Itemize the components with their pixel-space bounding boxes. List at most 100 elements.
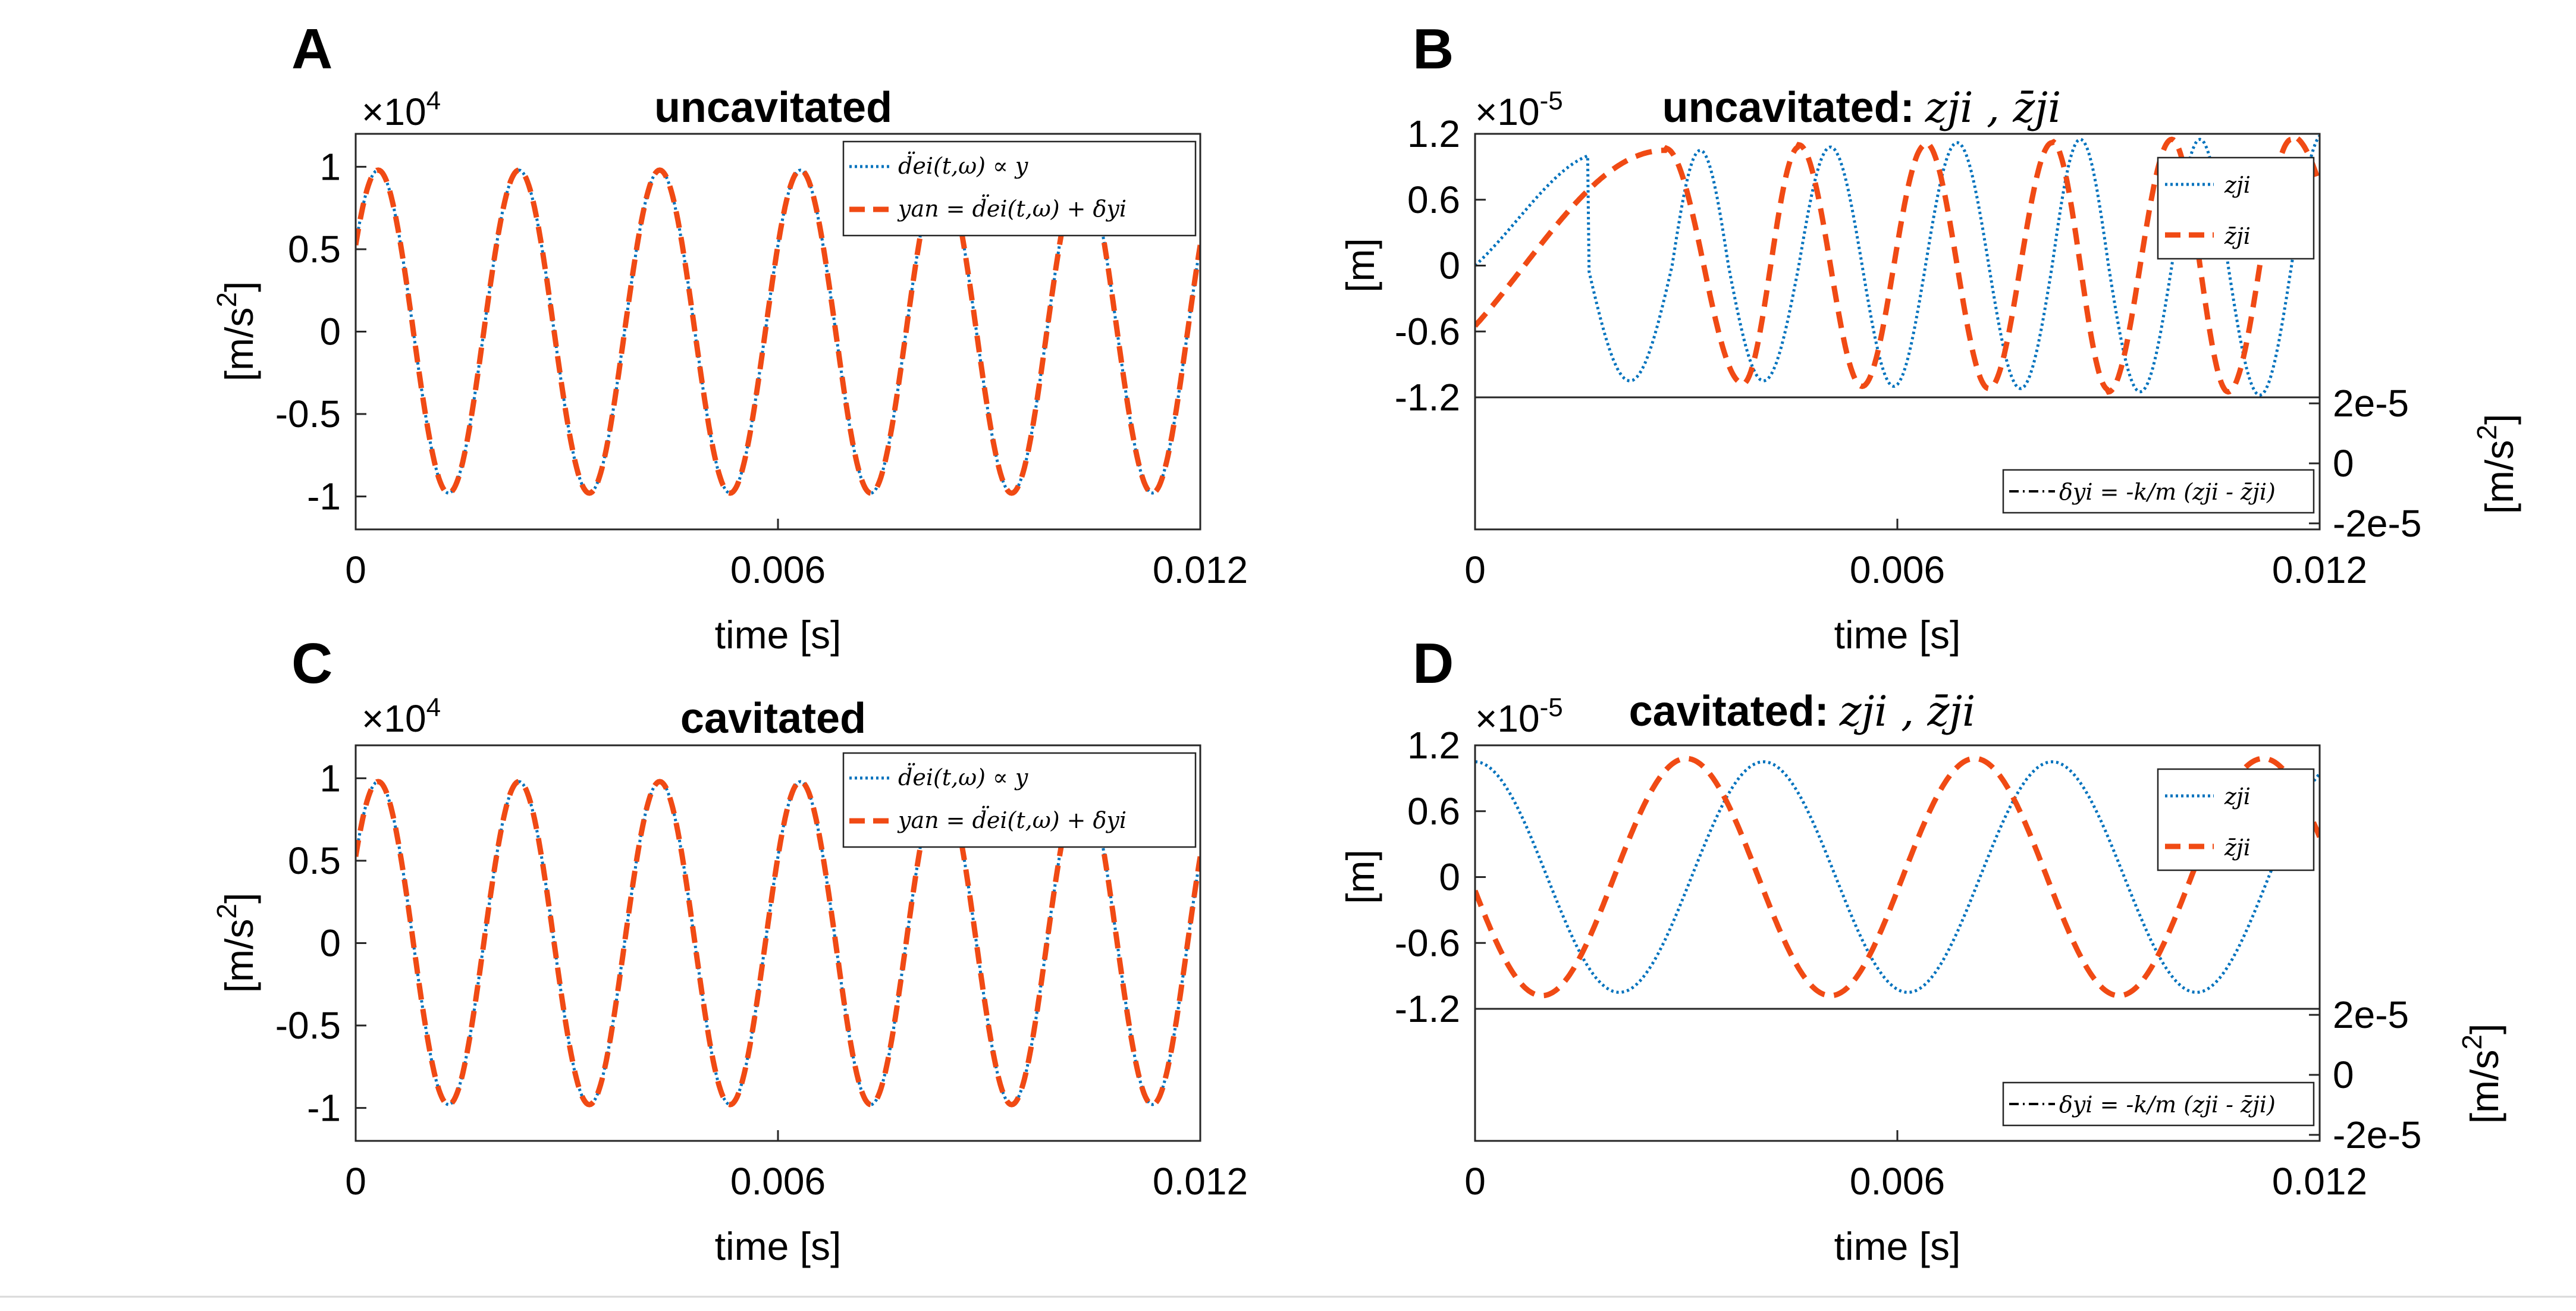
panel-title: cavitated: zji , z̄ji bbox=[1629, 687, 1976, 736]
y-axis-label: [m/s2] bbox=[211, 893, 261, 993]
y-right-tick-label: 2e-5 bbox=[2333, 382, 2409, 425]
legend-box bbox=[2157, 156, 2315, 260]
x-tick-label: 0 bbox=[1464, 1160, 1486, 1203]
y-tick-label: 1 bbox=[319, 757, 341, 799]
series-line-dashed bbox=[1475, 755, 2320, 999]
y-tick-label: 0 bbox=[1439, 244, 1460, 287]
legend: zji z̄ji δyi = -k/m (zji - z̄ji) bbox=[2002, 768, 2315, 1127]
y-axis-label: [m/s2] bbox=[211, 281, 261, 382]
y-axis-label: [m] bbox=[1338, 238, 1382, 293]
legend-label: z̄ji bbox=[2224, 835, 2251, 861]
x-tick-label: 0.006 bbox=[730, 548, 826, 591]
plot-area-d bbox=[1475, 755, 2320, 999]
x-tick-label: 0.012 bbox=[2272, 548, 2367, 591]
x-axis-ticks: 0 0.006 0.012 bbox=[1464, 519, 2367, 591]
series-line-dashed bbox=[1475, 134, 2320, 395]
legend-label: yan = d̈ei(t,ω) + δyi bbox=[897, 806, 1127, 833]
y-tick-label: 0 bbox=[319, 310, 341, 353]
panel-letter-b: B bbox=[1413, 17, 1454, 81]
y-tick-label: 0 bbox=[1439, 856, 1460, 899]
y-tick-label: 0.6 bbox=[1407, 790, 1460, 833]
x-tick-label: 0 bbox=[1464, 548, 1486, 591]
legend: d̈ei(t,ω) ∝ y yan = d̈ei(t,ω) + δyi bbox=[842, 752, 1197, 848]
y-tick-label: -1 bbox=[307, 1087, 341, 1130]
series-line-dotted bbox=[1475, 760, 2320, 994]
panel-title: uncavitated: zji , z̄ji bbox=[1662, 83, 2062, 132]
panel-letter-d: D bbox=[1413, 632, 1454, 695]
x-tick-label: 0 bbox=[345, 1160, 366, 1203]
legend-label: z̄ji bbox=[2224, 223, 2251, 249]
x-tick-label: 0.006 bbox=[1850, 548, 1945, 591]
y-multiplier: ×10-5 bbox=[1475, 86, 1563, 133]
x-tick-label: 0.012 bbox=[1153, 1160, 1248, 1203]
y-tick-label: 0.5 bbox=[288, 839, 341, 882]
y-tick-label: -0.5 bbox=[275, 393, 341, 435]
x-tick-label: 0 bbox=[345, 548, 366, 591]
legend-label: zji bbox=[2224, 172, 2251, 198]
x-axis-ticks: 0 0.006 0.012 bbox=[345, 519, 1248, 591]
x-tick-label: 0.006 bbox=[730, 1160, 826, 1203]
plot-area-b bbox=[1475, 134, 2320, 397]
x-axis-label: time [s] bbox=[715, 1224, 842, 1268]
legend: d̈ei(t,ω) ∝ y yan = d̈ei(t,ω) + δyi bbox=[842, 140, 1197, 237]
y-axis-ticks: 1 0.5 0 -0.5 -1 bbox=[275, 145, 366, 518]
y-axis-right-label: [m/s2] bbox=[2471, 414, 2521, 515]
x-tick-label: 0.012 bbox=[2272, 1160, 2367, 1203]
y-tick-label: -0.6 bbox=[1395, 310, 1460, 353]
legend-label: d̈ei(t,ω) ∝ y bbox=[898, 763, 1028, 791]
x-axis-label: time [s] bbox=[1834, 1224, 1961, 1268]
legend-box bbox=[842, 140, 1197, 237]
legend-label: d̈ei(t,ω) ∝ y bbox=[898, 152, 1028, 179]
legend: zji z̄ji δyi = -k/m (zji - z̄ji) bbox=[2002, 156, 2315, 514]
series-line-dashed bbox=[356, 779, 1200, 1108]
x-tick-label: 0.012 bbox=[1153, 548, 1248, 591]
y-multiplier: ×104 bbox=[362, 86, 441, 133]
y-tick-label: -1 bbox=[307, 475, 341, 518]
y-right-tick-label: 0 bbox=[2333, 1053, 2354, 1096]
legend-label: δyi = -k/m (zji - z̄ji) bbox=[2059, 479, 2276, 505]
y-tick-label: 0.6 bbox=[1407, 178, 1460, 221]
y-tick-label: 1.2 bbox=[1407, 724, 1460, 767]
y-multiplier: ×10-5 bbox=[1475, 693, 1563, 740]
y-tick-label: -1.2 bbox=[1395, 376, 1460, 419]
panel-a: A uncavitated ×104 1 0.5 0 -0.5 -1 0 0.006 0.0… bbox=[211, 17, 1248, 657]
y-axis-right-ticks: 2e-5 0 -2e-5 bbox=[2309, 382, 2421, 545]
y-right-tick-label: -2e-5 bbox=[2333, 1114, 2421, 1156]
y-tick-label: 0 bbox=[319, 922, 341, 965]
plot-area-c bbox=[356, 779, 1200, 1108]
y-axis-right-label: [m/s2] bbox=[2456, 1024, 2506, 1124]
y-axis-ticks: 1 0.5 0 -0.5 -1 bbox=[275, 757, 366, 1130]
x-axis-ticks: 0 0.006 0.012 bbox=[345, 1130, 1248, 1203]
y-multiplier: ×104 bbox=[362, 693, 441, 740]
plot-area-a bbox=[356, 167, 1200, 496]
panel-letter-a: A bbox=[291, 17, 332, 81]
y-axis-ticks: 1.2 0.6 0 -0.6 -1.2 bbox=[1395, 724, 1486, 1030]
x-axis-label: time [s] bbox=[715, 613, 842, 657]
y-tick-label: -1.2 bbox=[1395, 987, 1460, 1030]
y-tick-label: 1 bbox=[319, 145, 341, 188]
y-right-tick-label: -2e-5 bbox=[2333, 502, 2421, 545]
panel-title: uncavitated bbox=[654, 84, 892, 131]
x-axis-label: time [s] bbox=[1834, 613, 1961, 657]
series-line-dashed bbox=[356, 167, 1200, 496]
y-tick-label: 1.2 bbox=[1407, 112, 1460, 155]
x-axis-ticks: 0 0.006 0.012 bbox=[1464, 1130, 2367, 1203]
legend-label: yan = d̈ei(t,ω) + δyi bbox=[897, 195, 1127, 222]
legend-box bbox=[842, 752, 1197, 848]
y-right-tick-label: 0 bbox=[2333, 442, 2354, 485]
legend-label: δyi = -k/m (zji - z̄ji) bbox=[2059, 1092, 2276, 1118]
panel-c: C cavitated ×104 1 0.5 0 -0.5 -1 0 0.006 0.012… bbox=[211, 632, 1248, 1268]
y-axis-right-ticks: 2e-5 0 -2e-5 bbox=[2309, 993, 2421, 1156]
y-tick-label: 0.5 bbox=[288, 228, 341, 271]
panel-b: B uncavitated: zji , z̄ji ×10-5 1.2 0.6 0 -0… bbox=[1338, 17, 2521, 657]
y-right-tick-label: 2e-5 bbox=[2333, 993, 2409, 1036]
panel-d: D cavitated: zji , z̄ji ×10-5 1.2 0.6 0 -0.6… bbox=[1338, 632, 2506, 1268]
series-line-dotted bbox=[1475, 134, 2320, 397]
panel-letter-c: C bbox=[291, 632, 332, 695]
legend-box bbox=[2157, 768, 2315, 871]
y-tick-label: -0.5 bbox=[275, 1004, 341, 1047]
y-tick-label: -0.6 bbox=[1395, 921, 1460, 964]
legend-label: zji bbox=[2224, 783, 2251, 810]
panel-title: cavitated bbox=[680, 695, 866, 742]
